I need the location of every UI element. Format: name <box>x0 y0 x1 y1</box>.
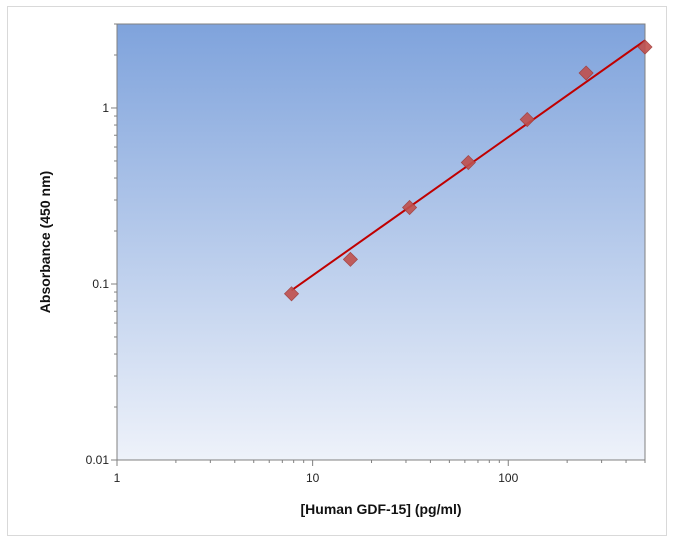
data-point <box>342 251 358 267</box>
plot-area <box>116 23 646 461</box>
x-axis-ticks: 1 10 100 <box>114 460 646 485</box>
data-point <box>519 111 535 128</box>
y-tick-label: 1 <box>102 101 109 115</box>
y-tick-label: 0.01 <box>86 453 110 467</box>
y-axis-label: Absorbance (450 nm) <box>37 171 53 313</box>
data-point <box>460 154 476 171</box>
x-tick-label: 1 <box>114 471 121 485</box>
data-point <box>402 199 418 216</box>
y-tick-label: 0.1 <box>92 277 109 291</box>
x-tick-label: 10 <box>306 471 320 485</box>
data-point <box>578 65 594 81</box>
x-axis-label: [Human GDF-15] (pg/ml) <box>301 501 462 517</box>
data-points <box>283 39 653 302</box>
data-point <box>637 39 653 55</box>
y-axis-ticks: 0.01 0.1 1 <box>86 23 117 467</box>
x-tick-label: 100 <box>498 471 518 485</box>
data-point <box>283 286 300 302</box>
